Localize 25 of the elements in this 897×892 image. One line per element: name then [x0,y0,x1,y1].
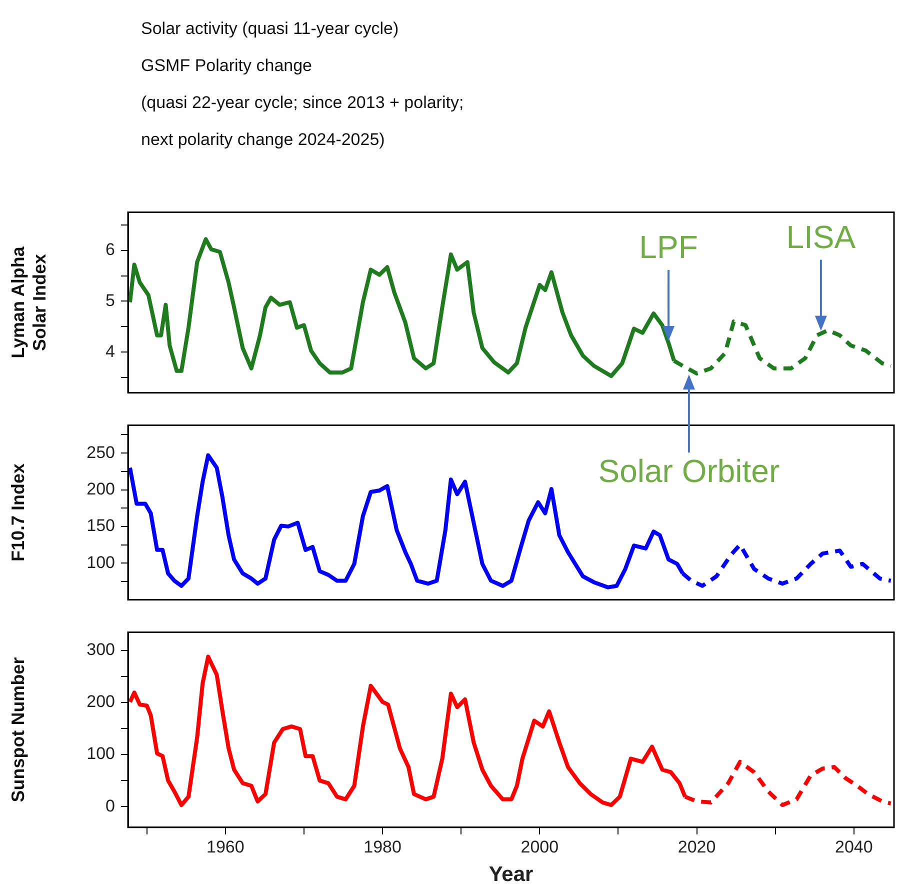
y-axis-title: F10.7 Index [8,463,28,562]
annotation: LPF [639,228,698,265]
y-tick-label: 100 [86,744,115,764]
x-tick-label: 2000 [520,837,559,856]
y-axis-title: Sunspot Number [8,657,28,802]
x-tick-label: 2020 [678,837,716,856]
y-tick-label: 200 [86,479,115,498]
annotation: LISA [786,218,856,255]
y-tick-label: 5 [106,290,115,310]
y-axis-title: Lyman Alpha Solar Index [8,246,50,358]
x-tick-label: 1960 [206,837,244,856]
y-tick-label: 150 [86,516,115,536]
y-tick-label: 300 [86,640,115,660]
x-axis-title: Year [488,863,534,886]
x-tick-label: 1980 [364,837,402,856]
y-tick-label: 250 [86,442,115,462]
y-tick-label: 200 [86,692,115,712]
y-tick-label: 0 [106,796,115,816]
y-tick-label: 4 [106,342,115,361]
chart-subtitle: GSMF Polarity change (quasi 22-year cycle; since 2013 + polarity; next polarity change 2024-2025) [141,55,465,151]
chart-title: Solar activity (quasi 11-year cycle) [141,18,400,40]
y-tick-label: 6 [106,240,115,260]
y-tick-label: 100 [86,552,115,572]
annotation: Solar Orbiter [597,452,781,490]
x-tick-label: 2040 [835,837,873,856]
